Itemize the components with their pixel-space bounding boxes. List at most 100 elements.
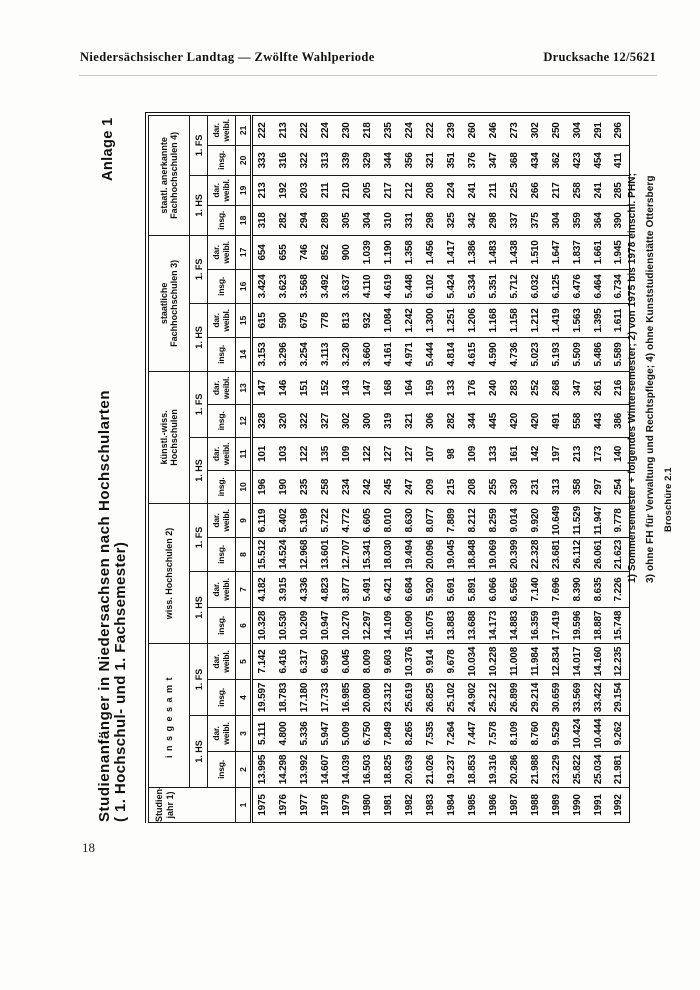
value-cell: 9.529 xyxy=(545,715,567,752)
column-number: 9 xyxy=(235,503,252,538)
value-cell: 209 xyxy=(419,470,441,504)
value-cell: 7.264 xyxy=(440,715,462,752)
value-cell: 1.510 xyxy=(524,235,546,270)
value-cell: 18.783 xyxy=(272,679,294,716)
value-cell: 3.660 xyxy=(356,337,378,372)
table-header: Studien- jahr 1) insgesamt wiss. Hochschul… xyxy=(148,115,252,823)
value-cell: 7.578 xyxy=(482,715,504,752)
value-cell: 4.736 xyxy=(503,337,525,372)
value-cell: 14.109 xyxy=(377,607,399,644)
value-cell: 289 xyxy=(314,205,336,236)
semester-header: 1. HS xyxy=(189,303,208,372)
group-header: staatliche Fachhochschulen 3) xyxy=(148,235,190,372)
value-cell: 7.696 xyxy=(545,571,567,608)
value-cell: 356 xyxy=(398,145,420,176)
value-cell: 8.109 xyxy=(503,715,525,752)
value-cell: 3.254 xyxy=(293,337,315,372)
value-cell: 16.985 xyxy=(335,679,357,716)
column-number: 17 xyxy=(235,235,252,270)
statistics-table: Studien- jahr 1) insgesamt wiss. Hochschul… xyxy=(148,114,631,823)
value-cell: 23.312 xyxy=(377,679,399,716)
value-cell: 1.386 xyxy=(461,235,483,270)
value-cell: 109 xyxy=(461,437,483,471)
value-cell: 1.300 xyxy=(419,303,441,338)
value-cell: 368 xyxy=(503,145,525,176)
value-cell: 615 xyxy=(251,303,273,338)
value-cell: 197 xyxy=(545,437,567,471)
value-cell: 1.212 xyxy=(524,303,546,338)
value-cell: 14.883 xyxy=(503,607,525,644)
value-cell: 12.707 xyxy=(335,537,357,572)
value-cell: 107 xyxy=(419,437,441,471)
value-cell: 655 xyxy=(272,235,294,270)
value-cell: 5.334 xyxy=(461,269,483,304)
value-cell: 222 xyxy=(251,115,273,146)
value-cell: 6.464 xyxy=(587,269,609,304)
value-cell: 302 xyxy=(335,404,357,438)
value-cell: 25.822 xyxy=(566,751,588,788)
value-cell: 19.237 xyxy=(440,751,462,788)
value-cell: 151 xyxy=(293,371,315,405)
value-cell: 434 xyxy=(524,145,546,176)
value-cell: 30.659 xyxy=(545,679,567,716)
value-cell: 142 xyxy=(524,437,546,471)
value-cell: 217 xyxy=(377,175,399,206)
value-cell: 1.647 xyxy=(545,235,567,270)
value-cell: 3.296 xyxy=(272,337,294,372)
column-number: 11 xyxy=(235,437,252,471)
value-cell: 6.119 xyxy=(251,503,273,538)
value-cell: 4.800 xyxy=(272,715,294,752)
value-cell: 5.111 xyxy=(251,715,273,752)
semester-header: 1. FS xyxy=(189,643,208,716)
table-row: 1977 13.992 5.336 17.180 6.317 10.209 4.336 12.… xyxy=(293,115,315,823)
value-cell: 247 xyxy=(398,470,420,504)
value-cell: 342 xyxy=(461,205,483,236)
semester-header-row: 1. HS 1. FS 1. HS 1. FS 1. HS 1. FS 1. HS 1. FS… xyxy=(189,115,208,822)
value-cell: 852 xyxy=(314,235,336,270)
value-cell: 4.590 xyxy=(482,337,504,372)
value-cell: 196 xyxy=(251,470,273,504)
value-cell: 19.316 xyxy=(482,751,504,788)
value-cell: 213 xyxy=(251,175,273,206)
value-cell: 215 xyxy=(440,470,462,504)
value-cell: 266 xyxy=(524,175,546,206)
column-number: 12 xyxy=(235,404,252,438)
rotated-attachment: Studienanfänger in Niedersachsen nach Ho… xyxy=(96,109,692,823)
value-cell: 10.649 xyxy=(545,503,567,538)
value-cell: 208 xyxy=(419,175,441,206)
value-cell: 135 xyxy=(314,437,336,471)
value-cell: 1.661 xyxy=(587,235,609,270)
value-cell: 29.154 xyxy=(608,679,630,716)
value-cell: 122 xyxy=(293,437,315,471)
value-cell: 9.678 xyxy=(440,643,462,680)
value-cell: 5.509 xyxy=(566,337,588,372)
value-cell: 8.635 xyxy=(587,571,609,608)
value-cell: 25.619 xyxy=(398,679,420,716)
column-number: 18 xyxy=(235,205,252,236)
column-number: 16 xyxy=(235,269,252,304)
value-cell: 23.229 xyxy=(545,751,567,788)
value-cell: 20.096 xyxy=(419,537,441,572)
value-cell: 234 xyxy=(335,470,357,504)
value-cell: 225 xyxy=(503,175,525,206)
value-cell: 203 xyxy=(293,175,315,206)
value-cell: 168 xyxy=(377,371,399,405)
value-cell: 321 xyxy=(398,404,420,438)
value-cell: 4.971 xyxy=(398,337,420,372)
value-cell: 133 xyxy=(482,437,504,471)
value-cell: 98 xyxy=(440,437,462,471)
value-cell: 152 xyxy=(314,371,336,405)
measure-header: dar. weibl. xyxy=(207,115,236,146)
document-header-left: Niedersächsischer Landtag — Zwölfte Wahl… xyxy=(80,50,375,64)
value-cell: 161 xyxy=(503,437,525,471)
header-rule xyxy=(79,75,657,76)
value-cell: 1.395 xyxy=(587,303,609,338)
value-cell: 147 xyxy=(251,371,273,405)
value-cell: 15.341 xyxy=(356,537,378,572)
value-cell: 190 xyxy=(272,470,294,504)
value-cell: 4.182 xyxy=(251,571,273,608)
value-cell: 23.681 xyxy=(545,537,567,572)
table-row: 1979 14.039 5.009 16.985 6.045 10.270 3.877 12.… xyxy=(335,115,357,823)
value-cell: 5.486 xyxy=(587,337,609,372)
measure-header: dar. weibl. xyxy=(207,643,236,680)
